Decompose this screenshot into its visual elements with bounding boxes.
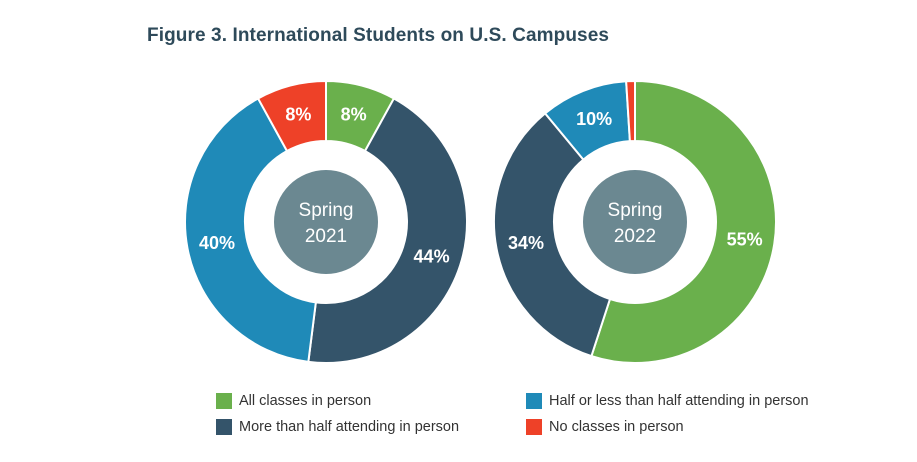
legend-swatch <box>526 393 542 409</box>
center-circle <box>583 170 687 274</box>
slice-no-classes-in-person <box>625 79 636 143</box>
legend-swatch <box>526 419 542 435</box>
legend-item-all-in-person: All classes in person <box>216 393 371 409</box>
legend-item-half-or-less: Half or less than half attending in pers… <box>526 393 809 409</box>
center-label: Spring <box>299 200 354 221</box>
slice-more-than-half-attending-in-person <box>307 97 468 364</box>
data-label: 44% <box>414 246 450 266</box>
slice-more-than-half-attending-in-person <box>493 111 612 358</box>
legend-swatch <box>216 393 232 409</box>
data-label: 8% <box>285 104 311 124</box>
center-label: Spring <box>608 200 663 221</box>
legend-label: More than half attending in person <box>239 419 460 435</box>
legend-swatch <box>216 419 232 435</box>
data-label: 40% <box>199 233 235 253</box>
center-label: 2021 <box>305 226 347 247</box>
donut-chart-1: 8% 44% 40% 8% Spring 2021 <box>184 79 468 364</box>
center-circle <box>274 170 378 274</box>
legend: All classes in person Half or less than … <box>0 390 917 450</box>
donut-chart-2: 55% 34% 10% Spring 2022 <box>493 79 777 364</box>
donut-charts: 8% 44% 40% 8% Spring 2021 55% 34% 10% Spring 2022 <box>184 79 777 364</box>
data-label: 10% <box>576 109 612 129</box>
data-label: 8% <box>341 104 367 124</box>
legend-item-more-than-half: More than half attending in person <box>216 419 459 435</box>
slice-half-or-less-than-half-attending-in-person <box>184 97 317 364</box>
chart-title: Figure 3. International Students on U.S.… <box>147 25 610 46</box>
legend-label: All classes in person <box>239 393 372 409</box>
slice-all-classes-in-person <box>590 79 777 364</box>
data-label: 34% <box>508 233 544 253</box>
slice-no-classes-in-person <box>256 79 327 153</box>
legend-label: Half or less than half attending in pers… <box>549 393 809 409</box>
legend-item-no-classes: No classes in person <box>526 419 684 435</box>
center-label: 2022 <box>614 226 656 247</box>
data-label: 55% <box>727 229 763 249</box>
legend-label: No classes in person <box>549 419 684 435</box>
